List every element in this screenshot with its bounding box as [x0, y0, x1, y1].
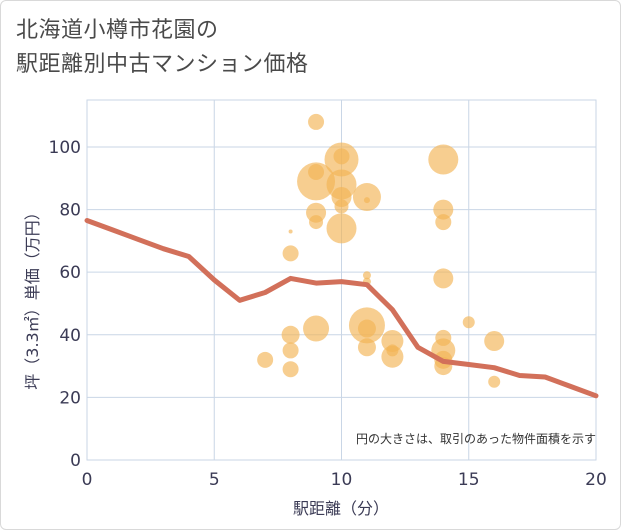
x-tick-label: 10: [331, 470, 353, 490]
data-bubble: [435, 214, 452, 231]
bubble-layer: [257, 113, 505, 388]
data-bubble: [381, 330, 404, 353]
data-bubble: [334, 199, 349, 214]
chart-title-line1: 北海道小樽市花園の: [16, 18, 219, 43]
tick-labels: 0 5 10 15 20 0 20 40 60 80 100: [49, 138, 607, 490]
trend-layer: [84, 218, 599, 399]
data-bubble: [308, 113, 325, 130]
data-bubble: [484, 331, 505, 352]
data-bubble: [352, 183, 381, 212]
y-tick-label: 0: [70, 451, 81, 471]
data-bubble: [488, 375, 501, 388]
y-tick-label: 40: [59, 326, 81, 346]
data-bubble: [357, 338, 376, 357]
data-bubble: [288, 229, 293, 234]
data-bubble: [362, 271, 371, 280]
x-tick-label: 20: [585, 470, 607, 490]
data-bubble: [309, 215, 324, 230]
data-bubble: [386, 344, 399, 357]
y-tick-label: 60: [59, 263, 81, 283]
data-bubble: [433, 268, 454, 289]
x-axis-title: 駅距離（分）: [293, 499, 389, 518]
x-tick-label: 15: [458, 470, 480, 490]
data-bubble: [282, 342, 299, 359]
data-bubble: [357, 319, 376, 338]
data-bubble: [281, 325, 300, 344]
y-tick-label: 80: [59, 201, 81, 221]
data-bubble: [433, 199, 454, 220]
data-bubble: [333, 148, 350, 165]
y-tick-label: 20: [59, 388, 81, 408]
y-axis-title: 坪（3.3㎡）単価（万円）: [23, 204, 42, 389]
data-bubble: [428, 144, 459, 175]
data-bubble: [308, 164, 325, 180]
trend-line: [84, 218, 599, 399]
x-tick-label: 0: [82, 470, 93, 490]
chart-title-line2: 駅距離別中古マンション価格: [16, 52, 309, 77]
data-bubble: [282, 361, 299, 378]
bubble-size-note: 円の大きさは、取引のあった物件面積を示す: [356, 431, 596, 446]
data-bubble: [363, 197, 370, 204]
data-bubble: [303, 315, 330, 342]
x-tick-label: 5: [209, 470, 220, 490]
data-bubble: [326, 213, 357, 244]
data-bubble: [297, 162, 336, 201]
data-bubble: [257, 351, 274, 368]
data-bubble: [462, 316, 475, 329]
data-bubble: [282, 245, 299, 262]
y-tick-label: 100: [49, 138, 81, 158]
chart-title: 北海道小樽市花園の 駅距離別中古マンション価格: [16, 14, 309, 82]
